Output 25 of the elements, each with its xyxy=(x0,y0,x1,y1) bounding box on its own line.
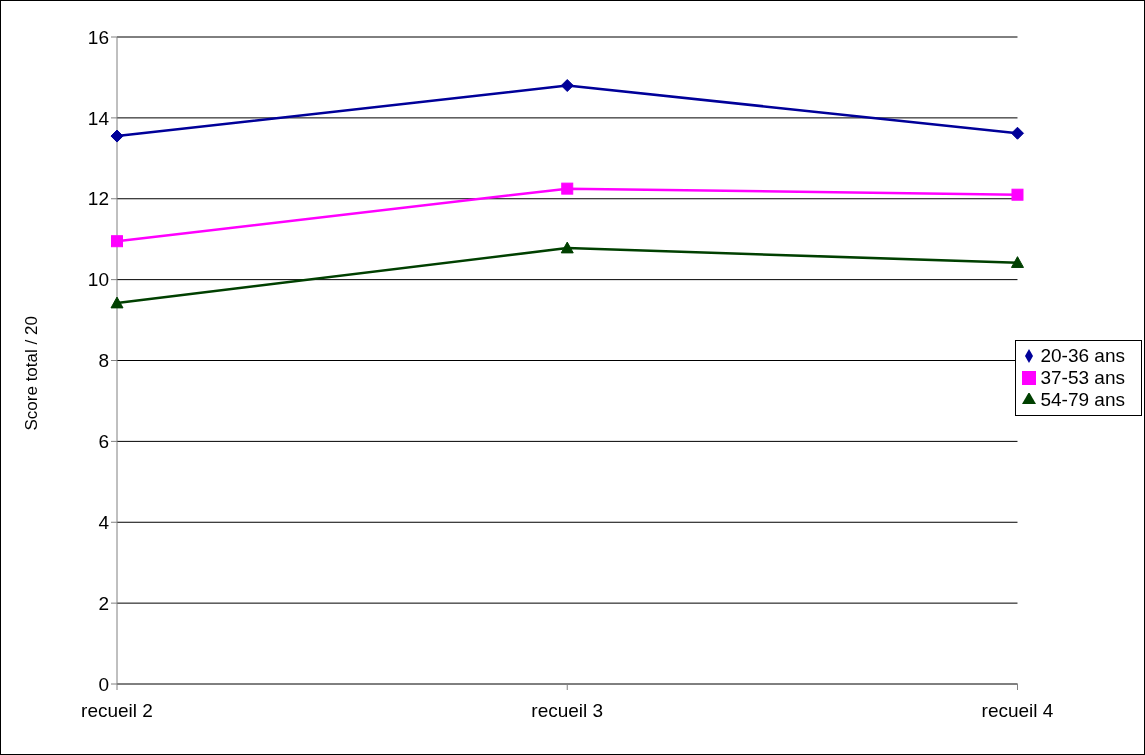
x-tick-label: recueil 3 xyxy=(531,700,604,722)
point xyxy=(1010,256,1024,268)
y-axis-title: Score total / 20 xyxy=(22,316,42,431)
legend-label: 54-79 ans xyxy=(1040,388,1125,410)
y-tick-label: 14 xyxy=(87,107,110,129)
x-tick-label: recueil 4 xyxy=(981,700,1054,722)
point xyxy=(111,235,123,248)
point xyxy=(110,129,124,143)
y-tick-label: 0 xyxy=(98,673,109,695)
y-tick-label: 8 xyxy=(98,350,109,372)
point xyxy=(560,241,574,254)
legend-label: 20-36 ans xyxy=(1040,344,1125,366)
legend-label: 37-53 ans xyxy=(1040,366,1125,388)
point xyxy=(110,296,124,309)
x-tick-label: recueil 2 xyxy=(81,700,153,722)
y-tick-label: 2 xyxy=(98,592,109,614)
y-tick-label: 6 xyxy=(98,431,109,453)
point xyxy=(1011,188,1024,201)
y-tick-label: 16 xyxy=(87,26,109,48)
point xyxy=(560,79,574,93)
point xyxy=(1010,126,1024,140)
y-tick-label: 10 xyxy=(87,269,109,291)
y-tick-label: 12 xyxy=(87,188,109,210)
point xyxy=(561,182,574,195)
y-tick-label: 4 xyxy=(98,511,110,533)
